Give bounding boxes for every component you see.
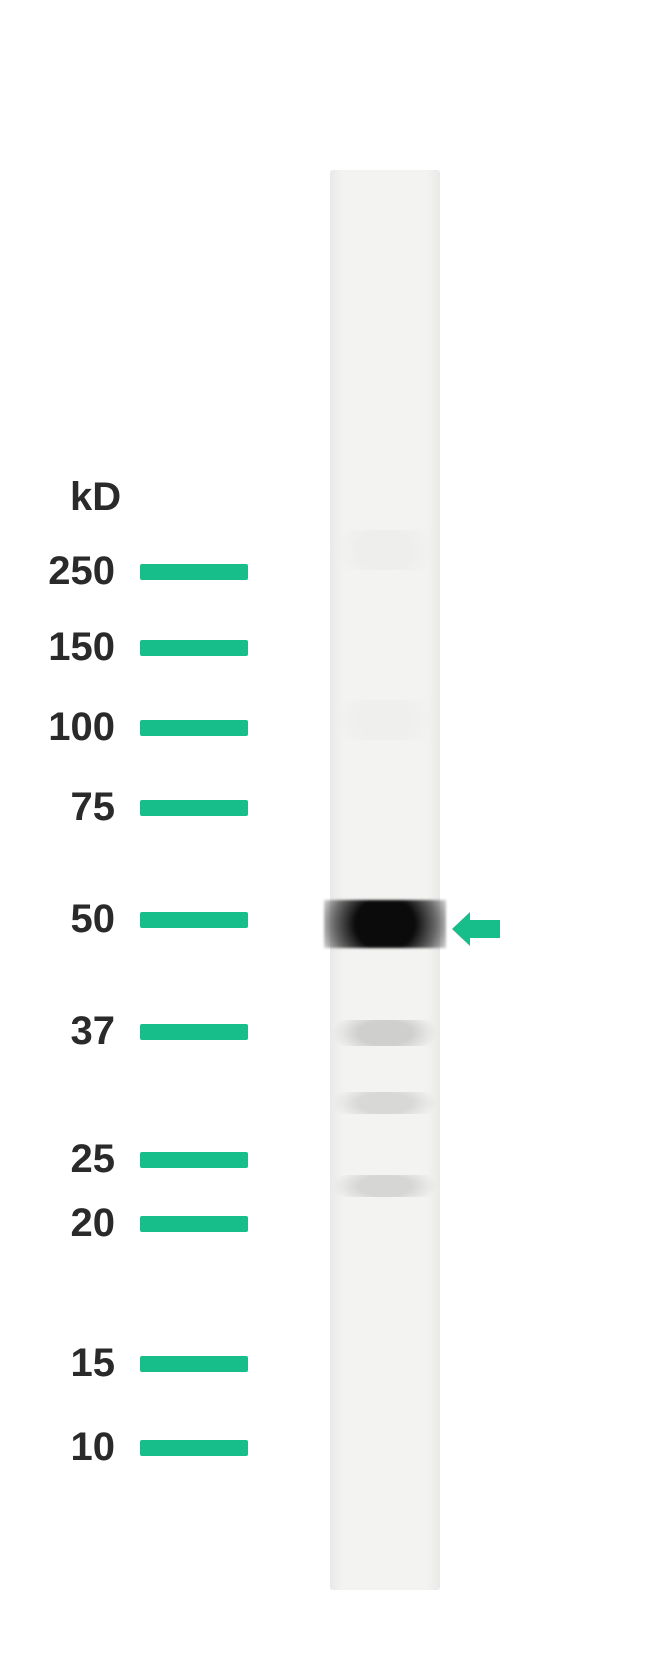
lane-smudge-2	[330, 1175, 440, 1197]
ladder-label-100: 100	[25, 705, 115, 750]
ladder-label-50: 50	[25, 897, 115, 942]
ladder-band-37	[140, 1024, 248, 1040]
kd-heading: kD	[70, 475, 121, 520]
ladder-band-15	[140, 1356, 248, 1372]
ladder-band-100	[140, 720, 248, 736]
sample-lane	[330, 170, 440, 1590]
ladder-band-250	[140, 564, 248, 580]
western-blot-figure: kD 250 150 100 75 50 37 25 20 15 10	[0, 0, 650, 1658]
ladder-label-20: 20	[25, 1201, 115, 1246]
ladder-band-25	[140, 1152, 248, 1168]
ladder-label-75: 75	[25, 785, 115, 830]
ladder-band-20	[140, 1216, 248, 1232]
ladder-band-50	[140, 912, 248, 928]
ladder-label-37: 37	[25, 1009, 115, 1054]
ladder-label-25: 25	[25, 1137, 115, 1182]
ladder-band-150	[140, 640, 248, 656]
arrow-left-icon	[452, 912, 500, 946]
ladder-label-150: 150	[25, 625, 115, 670]
lane-smudge-0	[330, 1020, 440, 1046]
lane-background	[330, 170, 440, 1590]
ladder-band-75	[140, 800, 248, 816]
ladder-label-15: 15	[25, 1341, 115, 1386]
ladder-band-10	[140, 1440, 248, 1456]
ladder-label-10: 10	[25, 1425, 115, 1470]
lane-smudge-1	[330, 1092, 440, 1114]
lane-smudge-4	[330, 700, 440, 740]
lane-smudge-3	[330, 530, 440, 570]
main-band	[324, 900, 446, 948]
ladder-label-250: 250	[25, 549, 115, 594]
